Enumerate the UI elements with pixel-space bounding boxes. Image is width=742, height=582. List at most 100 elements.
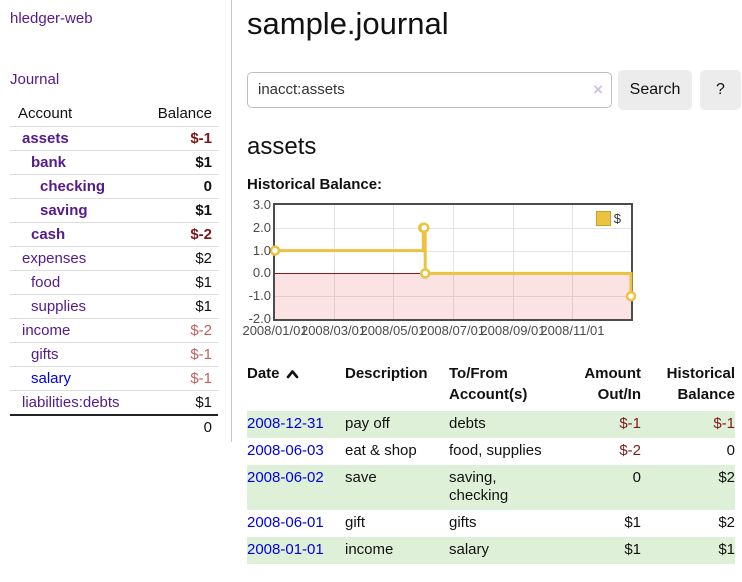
search-button[interactable]: Search <box>618 69 692 110</box>
main-content: sample.journal × Search ? assets Histori… <box>232 0 742 564</box>
search-input[interactable] <box>247 71 612 108</box>
account-row: assets $-1 <box>10 126 218 151</box>
help-button[interactable]: ? <box>700 69 741 110</box>
account-balance: $1 <box>138 390 218 415</box>
transaction-date-link[interactable]: 2008-01-01 <box>247 540 324 558</box>
transaction-description: gift <box>345 514 366 532</box>
clear-search-icon[interactable]: × <box>593 79 603 99</box>
balance-series <box>269 222 637 302</box>
transaction-historical-balance: $2 <box>718 468 735 486</box>
y-axis-tick: -2.0 <box>248 311 271 327</box>
x-axis-tick: 2008/09/01 <box>480 323 546 339</box>
page-title: sample.journal <box>247 6 449 41</box>
account-row: checking 0 <box>10 174 218 199</box>
negative-region <box>275 273 631 320</box>
gridline <box>452 205 454 320</box>
account-row: liabilities:debts $1 <box>10 390 218 415</box>
account-link[interactable]: assets <box>22 130 69 147</box>
chart-frame <box>273 203 633 322</box>
x-axis-tick: 2008/07/01 <box>419 323 486 339</box>
transaction-date-link[interactable]: 2008-12-31 <box>247 415 324 433</box>
account-link[interactable]: checking <box>40 178 106 195</box>
search-box: × <box>247 71 612 108</box>
account-row: expenses $2 <box>10 246 218 271</box>
transaction-amount: $1 <box>624 540 641 558</box>
account-balance: $-1 <box>138 342 218 367</box>
transaction-accounts: salary <box>449 540 490 558</box>
account-link[interactable]: income <box>22 322 71 339</box>
transaction-date-link[interactable]: 2008-06-02 <box>247 468 324 486</box>
account-row: salary $-1 <box>10 366 218 391</box>
register-col-historical: Historical Balance <box>666 365 735 404</box>
account-link[interactable]: saving <box>40 202 88 219</box>
gridline <box>275 250 631 252</box>
register-col-date[interactable]: Date <box>247 361 345 411</box>
account-balance: $1 <box>138 150 218 175</box>
transaction-amount: $-2 <box>619 441 641 459</box>
account-link[interactable]: gifts <box>31 346 59 363</box>
gridline <box>512 205 514 320</box>
account-row: supplies $1 <box>10 294 218 319</box>
y-axis-tick: 2.0 <box>252 219 271 235</box>
app-title-link[interactable]: hledger-web <box>10 10 93 27</box>
account-link[interactable]: food <box>31 274 61 291</box>
account-balance: $1 <box>138 294 218 319</box>
transaction-accounts: debts <box>449 415 486 433</box>
data-point-marker <box>418 222 430 234</box>
account-row: food $1 <box>10 270 218 295</box>
transaction-historical-balance: $2 <box>718 514 735 532</box>
account-link[interactable]: liabilities:debts <box>22 394 120 411</box>
accounts-table: Account Balance assets $-1 bank $1 checking 0… <box>10 102 218 439</box>
data-point-marker <box>625 290 637 302</box>
account-row: bank $1 <box>10 150 218 175</box>
register-col-description: Description <box>345 365 428 383</box>
transaction-description: save <box>345 468 377 486</box>
account-link[interactable]: expenses <box>22 250 87 267</box>
data-point-marker <box>419 268 431 279</box>
gridline <box>275 296 631 298</box>
account-balance: $1 <box>138 270 218 295</box>
account-link[interactable]: salary <box>31 370 72 387</box>
sidebar-divider <box>231 0 232 442</box>
transaction-amount: $-1 <box>619 415 641 433</box>
transaction-amount: 0 <box>632 468 641 486</box>
accounts-total-row: 0 <box>10 414 218 439</box>
transaction-historical-balance: 0 <box>726 441 735 459</box>
account-balance: $-1 <box>138 366 218 391</box>
transaction-description: income <box>345 540 394 558</box>
y-axis-tick: 3.0 <box>252 197 271 213</box>
account-balance: $2 <box>138 246 218 271</box>
transaction-row: 2008-12-31 pay off debts $-1 $-1 <box>247 411 735 438</box>
chart-title: Historical Balance: <box>247 176 383 194</box>
account-row: saving $1 <box>10 198 218 223</box>
account-link[interactable]: supplies <box>31 298 87 315</box>
transaction-row: 2008-06-03 eat & shop food, supplies $-2 0 <box>247 438 735 465</box>
transaction-date-link[interactable]: 2008-06-01 <box>247 514 324 532</box>
y-axis-tick: 1.0 <box>252 242 271 258</box>
account-row: gifts $-1 <box>10 342 218 367</box>
sidebar: hledger-web Journal Account Balance asse… <box>0 0 232 564</box>
x-axis-tick: 2008/05/01 <box>360 323 426 339</box>
register-col-tofrom: To/From Account(s) <box>449 365 528 404</box>
gridline <box>572 205 574 320</box>
x-axis-tick: 2008/01/01 <box>242 323 308 339</box>
transaction-historical-balance: $-1 <box>713 415 735 433</box>
app-layout: hledger-web Journal Account Balance asse… <box>0 0 742 564</box>
transaction-date-link[interactable]: 2008-06-03 <box>247 441 324 459</box>
transaction-accounts: gifts <box>449 514 477 532</box>
account-row: income $-2 <box>10 318 218 343</box>
sort-ascending-icon <box>286 370 298 379</box>
account-balance: $1 <box>138 198 218 223</box>
register-table: Date Description To/From Account(s) Amou… <box>247 361 735 564</box>
gridline <box>393 205 395 320</box>
legend-label: $ <box>613 211 621 227</box>
transaction-amount: $1 <box>624 514 641 532</box>
account-link[interactable]: bank <box>31 154 67 171</box>
account-link[interactable]: cash <box>31 226 66 243</box>
sidebar-item-journal[interactable]: Journal <box>10 71 60 88</box>
accounts-col-account: Account <box>18 105 73 122</box>
data-point-marker <box>269 245 281 256</box>
chart-legend: $ <box>593 210 623 228</box>
legend-swatch-icon <box>595 211 611 227</box>
account-row: cash $-2 <box>10 222 218 247</box>
